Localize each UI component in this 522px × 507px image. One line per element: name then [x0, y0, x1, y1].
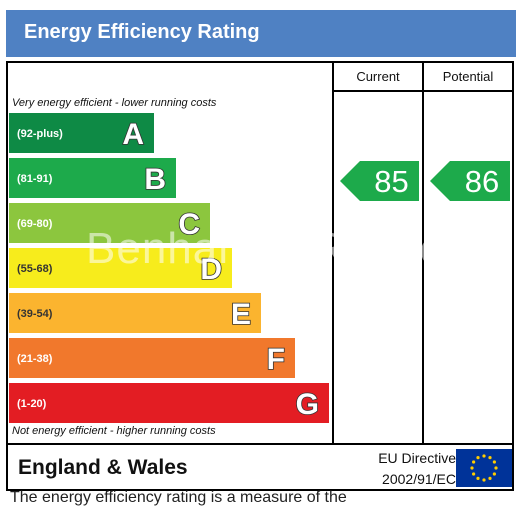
eu-star-icon	[482, 454, 486, 458]
band-bar-e	[9, 293, 261, 333]
eu-star-icon	[482, 478, 486, 482]
header-divider	[332, 90, 514, 92]
eu-star-icon	[492, 472, 496, 476]
eu-star-icon	[472, 460, 476, 464]
eu-star-icon	[488, 456, 492, 460]
band-range-b: (81-91)	[17, 173, 53, 185]
current-rating-arrow	[340, 161, 419, 201]
band-letter-d: D	[200, 253, 222, 286]
current-column-header: Current	[356, 69, 400, 84]
eu-star-icon	[476, 456, 480, 460]
eu-star-icon	[494, 466, 498, 470]
band-bar-g	[9, 383, 329, 423]
potential-rating-arrow	[430, 161, 510, 201]
eu-star-icon	[492, 460, 496, 464]
band-range-e: (39-54)	[17, 308, 53, 320]
footer	[6, 445, 514, 491]
top-note: Very energy efficient - lower running co…	[12, 97, 217, 109]
potential-column-header: Potential	[442, 69, 494, 84]
bottom-text: The energy efficiency rating is a measur…	[10, 489, 347, 506]
title-bar: Energy Efficiency Rating	[6, 10, 516, 57]
current-rating-value: 85	[374, 164, 408, 199]
band-bar-b	[9, 158, 176, 198]
potential-rating-value: 86	[465, 164, 499, 199]
eu-star-icon	[470, 466, 474, 470]
band-range-f: (21-38)	[17, 353, 53, 365]
band-letter-c: C	[178, 208, 200, 241]
directive-line-1: EU Directive	[378, 450, 456, 466]
band-range-g: (1-20)	[17, 398, 47, 410]
eu-star-icon	[472, 472, 476, 476]
chart-title: Energy Efficiency Rating	[24, 21, 260, 43]
band-bar-c	[9, 203, 210, 243]
bottom-note: Not energy efficient - higher running co…	[12, 425, 216, 437]
eu-star-icon	[488, 476, 492, 480]
eu-flag-icon	[456, 449, 512, 487]
watermark: Benham & Reeves	[86, 224, 468, 273]
band-range-a: (92-plus)	[17, 128, 63, 140]
band-bar-f	[9, 338, 295, 378]
band-range-c: (69-80)	[17, 218, 53, 230]
eu-star-icon	[476, 476, 480, 480]
band-letter-b: B	[144, 163, 166, 196]
region-label: England & Wales	[18, 456, 188, 479]
band-letter-a: A	[122, 118, 144, 151]
band-letter-e: E	[231, 298, 251, 331]
band-bar-d	[9, 248, 232, 288]
band-letter-f: F	[267, 343, 285, 376]
band-bar-a	[9, 113, 154, 153]
potential-column-divider	[422, 61, 424, 445]
current-column-divider	[332, 61, 334, 445]
band-letter-g: G	[296, 388, 319, 421]
chart-frame	[6, 61, 514, 445]
band-range-d: (55-68)	[17, 263, 53, 275]
directive-line-2: 2002/91/EC	[382, 471, 456, 487]
